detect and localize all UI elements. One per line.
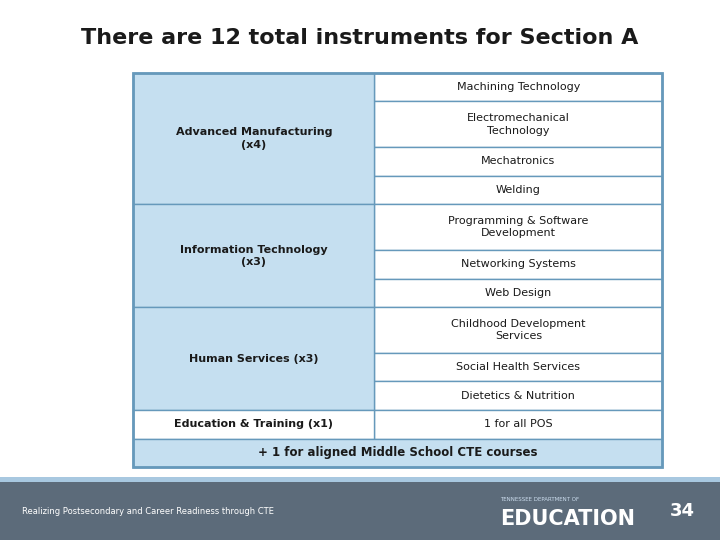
Bar (133, 410, 374, 438)
Bar (374, 176, 662, 204)
Text: TENNESSEE DEPARTMENT OF: TENNESSEE DEPARTMENT OF (500, 497, 580, 502)
Text: Human Services (x3): Human Services (x3) (189, 354, 318, 363)
Text: 1 for all POS: 1 for all POS (484, 419, 553, 429)
Text: Childhood Development
Services: Childhood Development Services (451, 319, 585, 341)
Text: Advanced Manufacturing
(x4): Advanced Manufacturing (x4) (176, 127, 332, 150)
Text: Web Design: Web Design (485, 288, 552, 298)
Text: Information Technology
(x3): Information Technology (x3) (180, 245, 328, 267)
Bar (0, 477, 720, 483)
Bar (374, 307, 662, 353)
Bar (374, 381, 662, 410)
Bar (133, 307, 374, 410)
Bar (374, 410, 662, 438)
Text: Social Health Services: Social Health Services (456, 362, 580, 372)
Bar (133, 438, 662, 467)
Text: + 1 for aligned Middle School CTE courses: + 1 for aligned Middle School CTE course… (258, 447, 538, 460)
Text: Machining Technology: Machining Technology (456, 82, 580, 92)
Bar (133, 204, 374, 307)
Bar (374, 73, 662, 102)
Bar (374, 250, 662, 279)
Text: Education & Training (x1): Education & Training (x1) (174, 419, 333, 429)
Text: 34: 34 (670, 502, 695, 521)
Text: EDUCATION: EDUCATION (500, 509, 635, 530)
Bar (133, 73, 662, 467)
Text: Mechatronics: Mechatronics (481, 157, 556, 166)
Bar (374, 204, 662, 250)
Bar (374, 147, 662, 176)
Text: Electromechanical
Technology: Electromechanical Technology (467, 113, 570, 136)
Text: Welding: Welding (496, 185, 541, 195)
Text: Realizing Postsecondary and Career Readiness through CTE: Realizing Postsecondary and Career Readi… (22, 507, 274, 516)
Text: There are 12 total instruments for Section A: There are 12 total instruments for Secti… (81, 28, 639, 48)
Bar (374, 279, 662, 307)
Bar (0, 482, 720, 540)
Text: Dietetics & Nutrition: Dietetics & Nutrition (462, 390, 575, 401)
Text: Networking Systems: Networking Systems (461, 259, 576, 269)
Text: Programming & Software
Development: Programming & Software Development (449, 216, 588, 238)
Bar (133, 73, 374, 204)
Bar (374, 102, 662, 147)
Bar (374, 353, 662, 381)
